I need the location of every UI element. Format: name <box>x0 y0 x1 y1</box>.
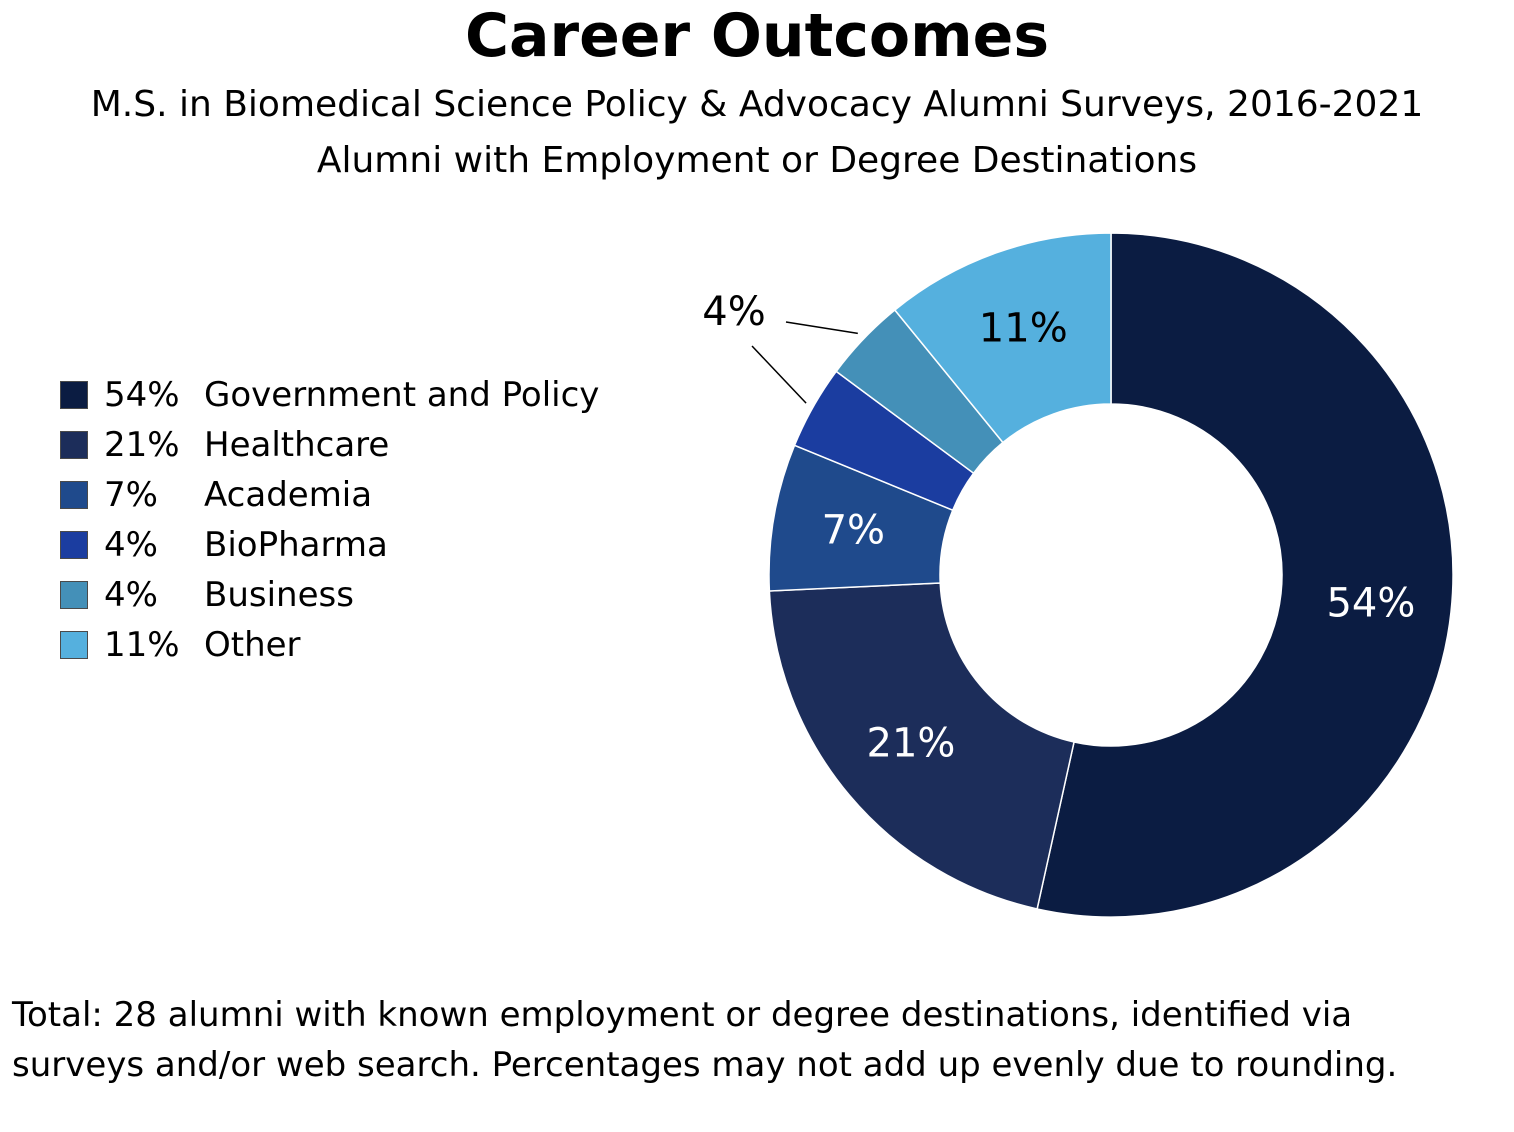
donut-slice-healthcare <box>768 582 1075 910</box>
legend-percent: 11% <box>104 625 180 665</box>
legend-label: Healthcare <box>204 425 390 465</box>
chart-subtitle-line2: Alumni with Employment or Degree Destina… <box>316 140 1198 181</box>
legend-percent: 21% <box>104 425 180 465</box>
legend-swatch-business <box>60 581 88 609</box>
legend-item-healthcare: 21% Healthcare <box>60 420 599 470</box>
legend-swatch-other <box>60 631 88 659</box>
legend-item-government-and-policy: 54% Government and Policy <box>60 370 599 420</box>
donut-slice-other <box>893 232 1112 444</box>
legend-swatch-government-and-policy <box>60 381 88 409</box>
legend-item-academia: 7% Academia <box>60 470 599 520</box>
legend-label: Other <box>204 625 301 665</box>
donut-slice-government-and-policy <box>1036 232 1454 918</box>
leader-line-biopharma <box>751 345 807 404</box>
footnote-line1: Total: 28 alumni with known employment o… <box>12 995 1353 1035</box>
legend-item-biopharma: 4% BioPharma <box>60 520 599 570</box>
footnote-line2: surveys and/or web search. Percentages m… <box>12 1045 1398 1085</box>
slice-label-other: 11% <box>979 306 1068 352</box>
legend-swatch-healthcare <box>60 431 88 459</box>
slice-label-government-and-policy: 54% <box>1326 580 1415 626</box>
slice-label-healthcare: 21% <box>867 720 956 766</box>
legend-item-business: 4% Business <box>60 570 599 620</box>
legend-label: Government and Policy <box>204 375 600 415</box>
slice-label-academia: 7% <box>822 507 885 553</box>
chart-subtitle-line1: M.S. in Biomedical Science Policy & Advo… <box>90 84 1424 125</box>
legend-percent: 54% <box>104 375 180 415</box>
legend-percent: 4% <box>104 525 158 565</box>
legend-label: Academia <box>204 475 373 515</box>
legend-item-other: 11% Other <box>60 620 599 670</box>
leader-line-business <box>785 321 858 335</box>
chart-legend: 54% Government and Policy 21% Healthcare… <box>60 370 599 670</box>
legend-swatch-biopharma <box>60 531 88 559</box>
legend-percent: 7% <box>104 475 158 515</box>
slice-label-small-slices: 4% <box>702 289 765 335</box>
chart-title: Career Outcomes <box>464 1 1050 71</box>
legend-label: Business <box>204 575 354 615</box>
legend-label: BioPharma <box>204 525 388 565</box>
legend-swatch-academia <box>60 481 88 509</box>
legend-percent: 4% <box>104 575 158 615</box>
